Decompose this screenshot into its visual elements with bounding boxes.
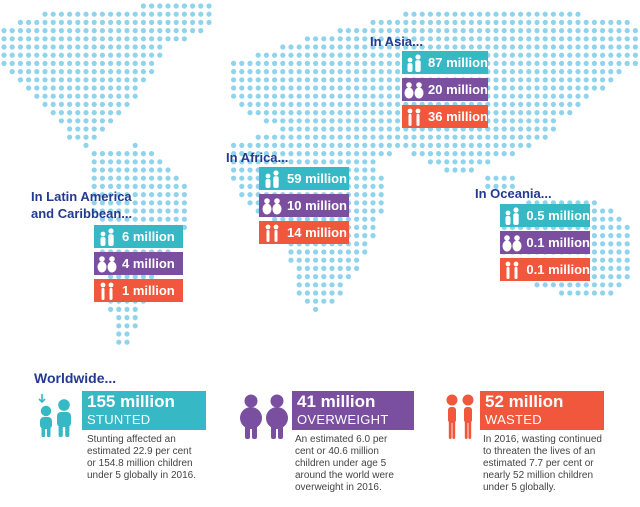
stunted-children-icon [500,204,524,227]
asia-stunted-value: 87 million [428,55,488,70]
africa-overweight-stat: 10 million [259,194,349,217]
asia-overweight-value: 20 million [428,82,488,97]
oceania-wasted-value: 0.1 million [526,262,590,277]
oceania-overweight-stat: 0.1 million [500,231,590,254]
africa-stunted-value: 59 million [287,171,347,186]
overweight-children-icon [94,252,120,275]
overweight-children-icon [402,78,426,101]
wasted-children-icon [94,279,120,302]
asia-overweight-stat: 20 million [402,78,488,101]
overweight-summary-header: 41 million OVERWEIGHT [292,391,414,430]
wasted-children-icon [259,221,285,244]
overweight-children-icon [259,194,285,217]
wasted-children-icon [402,105,426,128]
wasted-label: WASTED [485,412,542,427]
stunted-description: Stunting affected an estimated 22.9 per … [87,434,196,481]
worldwide-title: Worldwide... [34,370,117,386]
latam-wasted-stat: 1 million [94,279,183,302]
oceania-wasted-stat: 0.1 million [500,258,590,281]
wasted-children-icon [500,258,524,281]
stunted-children-icon [259,167,285,190]
oceania-stunted-value: 0.5 million [526,208,590,223]
asia-wasted-value: 36 million [428,109,488,124]
region-title-latam-line1: In Latin America [31,189,132,204]
stunted-total-value: 155 million [87,392,175,411]
asia-stunted-stat: 87 million [402,51,488,74]
oceania-stunted-stat: 0.5 million [500,204,590,227]
asia-wasted-stat: 36 million [402,105,488,128]
region-title-latam: In Latin America and Caribbean... [31,188,132,222]
latam-stunted-stat: 6 million [94,225,183,248]
latam-overweight-stat: 4 million [94,252,183,275]
overweight-total-value: 41 million [297,392,376,411]
region-title-oceania: In Oceania... [475,186,552,201]
region-title-latam-line2: and Caribbean... [31,206,133,221]
latam-stunted-value: 6 million [122,229,175,244]
wasted-description: In 2016, wasting continued to threaten t… [483,434,602,493]
africa-stunted-stat: 59 million [259,167,349,190]
stunted-summary-header: 155 million STUNTED [82,391,206,430]
wasted-children-icon [446,394,474,439]
region-title-asia: In Asia... [370,34,423,49]
wasted-summary-header: 52 million WASTED [480,391,604,430]
stunted-children-icon [402,51,426,74]
wasted-total-value: 52 million [485,392,564,411]
latam-overweight-value: 4 million [122,256,175,271]
overweight-children-icon [500,231,524,254]
stunted-label: STUNTED [87,412,151,427]
africa-wasted-stat: 14 million [259,221,349,244]
overweight-children-icon [240,394,288,439]
overweight-label: OVERWEIGHT [297,412,389,427]
africa-wasted-value: 14 million [287,225,347,240]
overweight-description: An estimated 6.0 per cent or 40.6 millio… [295,434,394,493]
latam-wasted-value: 1 million [122,283,175,298]
stunted-children-icon [94,225,120,248]
africa-overweight-value: 10 million [287,198,347,213]
stunted-children-icon [38,394,71,437]
oceania-overweight-value: 0.1 million [526,235,590,250]
region-title-africa: In Africa... [226,150,289,165]
